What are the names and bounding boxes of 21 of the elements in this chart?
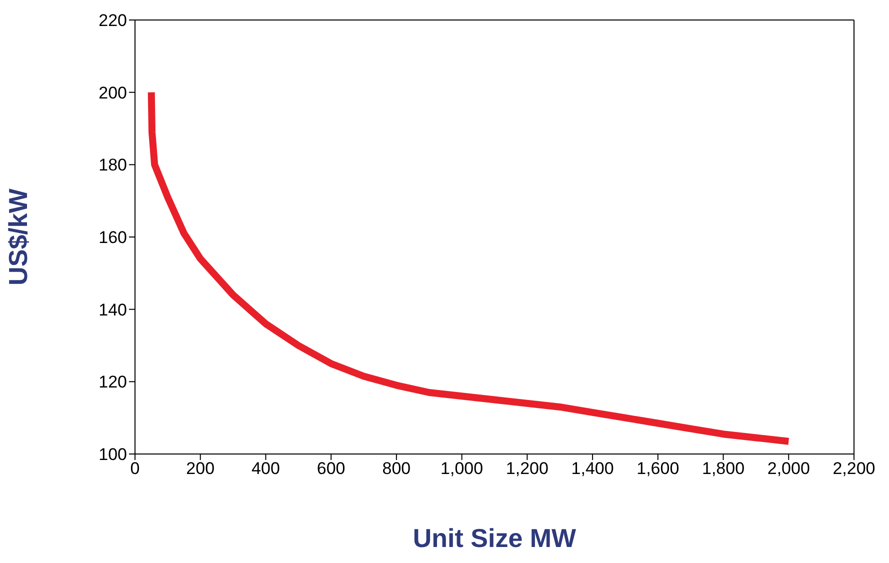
x-tick-label: 1,400 bbox=[571, 459, 614, 478]
y-tick-label: 180 bbox=[98, 156, 127, 175]
x-tick-label: 1,800 bbox=[702, 459, 745, 478]
x-tick-label: 800 bbox=[382, 459, 411, 478]
x-tick-label: 400 bbox=[252, 459, 280, 478]
x-tick-label: 1,000 bbox=[440, 459, 484, 478]
y-axis-title: US$/kW bbox=[3, 188, 34, 286]
y-tick-label: 120 bbox=[98, 372, 127, 392]
x-tick-label: 600 bbox=[316, 459, 346, 478]
x-tick-label: 1,600 bbox=[636, 459, 680, 478]
y-tick-label: 140 bbox=[98, 300, 127, 320]
x-axis-title: Unit Size MW bbox=[412, 523, 577, 553]
y-tick-label: 100 bbox=[98, 445, 127, 464]
x-tick-label: 2,000 bbox=[767, 459, 810, 478]
x-tick-label: 0 bbox=[130, 459, 140, 478]
x-tick-label: 1,200 bbox=[506, 459, 548, 478]
y-tick-label: 160 bbox=[98, 228, 127, 248]
x-tick-label: 2,200 bbox=[832, 459, 876, 478]
y-tick-label: 200 bbox=[98, 83, 127, 102]
x-tick-label: 200 bbox=[186, 459, 215, 478]
y-tick-label: 220 bbox=[98, 11, 127, 30]
